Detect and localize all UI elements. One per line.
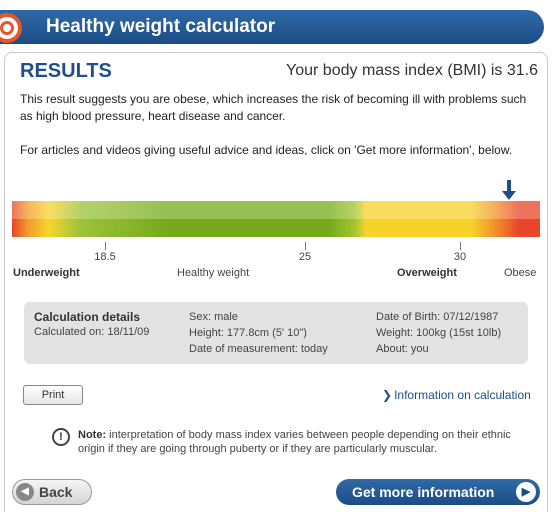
more-label: Get more information bbox=[352, 484, 495, 500]
range-healthy: Healthy weight bbox=[177, 267, 250, 279]
calculated-on: Calculated on: 18/11/09 bbox=[34, 326, 150, 338]
scale-tick-18-5 bbox=[105, 242, 106, 250]
exclamation-icon: ! bbox=[52, 428, 70, 446]
results-heading: RESULTS bbox=[20, 60, 112, 82]
scale-tick-label: 18.5 bbox=[94, 251, 116, 263]
range-obese: Obese bbox=[504, 267, 537, 279]
detail-weight: Weight: 100kg (15st 10lb) bbox=[376, 327, 502, 339]
bmi-result: Your body mass index (BMI) is 31.6 bbox=[286, 62, 538, 79]
note-text: Note: interpretation of body mass index … bbox=[78, 428, 518, 456]
scale-tick-label: 25 bbox=[298, 251, 312, 263]
back-label: Back bbox=[39, 484, 73, 500]
note-body: interpretation of body mass index varies… bbox=[78, 429, 511, 455]
detail-about: About: you bbox=[376, 343, 429, 355]
target-logo-icon bbox=[0, 13, 22, 43]
chevron-right-icon: ❯ bbox=[382, 388, 393, 402]
info-link-label: Information on calculation bbox=[394, 388, 531, 402]
scale-tick-30 bbox=[460, 242, 461, 250]
range-underweight: Underweight bbox=[13, 267, 80, 279]
detail-height: Height: 177.8cm (5' 10") bbox=[189, 327, 307, 339]
note-label: Note: bbox=[78, 429, 107, 441]
get-more-information-button[interactable]: Get more information ▶ bbox=[336, 479, 540, 505]
scale-tick-label: 30 bbox=[453, 251, 467, 263]
arrow-right-icon: ▶ bbox=[516, 482, 536, 502]
detail-measurement-date: Date of measurement: today bbox=[189, 343, 328, 355]
results-panel bbox=[4, 52, 548, 512]
print-button[interactable]: Print bbox=[23, 385, 83, 405]
scale-tick-25 bbox=[305, 242, 306, 250]
range-overweight: Overweight bbox=[397, 267, 457, 279]
app-header: Healthy weight calculator bbox=[0, 10, 544, 44]
detail-sex: Sex: male bbox=[189, 311, 238, 323]
app-title: Healthy weight calculator bbox=[46, 16, 276, 37]
result-description: This result suggests you are obese, whic… bbox=[20, 92, 527, 123]
advice-text: For articles and videos giving useful ad… bbox=[20, 143, 513, 157]
bmi-scale-bar bbox=[12, 201, 540, 237]
arrow-left-icon: ◀ bbox=[16, 483, 34, 501]
details-heading: Calculation details bbox=[34, 310, 141, 324]
back-button[interactable]: ◀ Back bbox=[12, 479, 92, 505]
information-on-calculation-link[interactable]: ❯ Information on calculation bbox=[382, 388, 531, 402]
detail-dob: Date of Birth: 07/12/1987 bbox=[376, 311, 499, 323]
calculation-details: Calculation details Calculated on: 18/11… bbox=[24, 302, 528, 364]
